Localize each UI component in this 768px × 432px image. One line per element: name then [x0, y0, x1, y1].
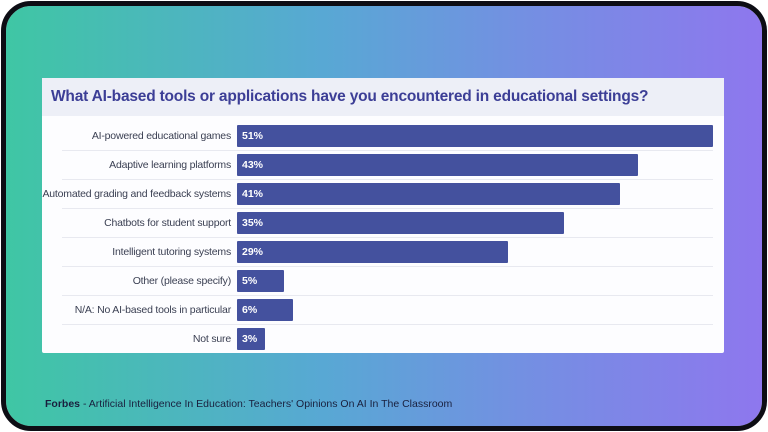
bar-track: 35% — [237, 211, 713, 234]
category-label: Other (please specify) — [132, 274, 232, 287]
bar: 29% — [237, 240, 508, 263]
chart-title: What AI-based tools or applications have… — [51, 88, 649, 105]
source-attribution: Forbes - Artificial Intelligence In Educ… — [45, 398, 452, 410]
category-label: Chatbots for student support — [104, 216, 231, 229]
category-label: Not sure — [192, 332, 231, 345]
value-label: 41% — [242, 187, 264, 200]
chart-row: N/A: No AI-based tools in particular 6% — [42, 295, 713, 324]
category-label: Intelligent tutoring systems — [112, 245, 231, 258]
bar: 6% — [237, 298, 293, 321]
chart-row: Intelligent tutoring systems 29% — [42, 237, 713, 266]
chart-row: Chatbots for student support 35% — [42, 208, 713, 237]
bar: 41% — [237, 182, 620, 205]
value-label: 35% — [242, 216, 264, 229]
chart-row: AI-powered educational games 51% — [42, 121, 713, 150]
bar-track: 3% — [237, 327, 713, 350]
bar: 43% — [237, 153, 639, 176]
bar-track: 6% — [237, 298, 713, 321]
bar-track: 5% — [237, 269, 713, 292]
chart-row: Other (please specify) 5% — [42, 266, 713, 295]
chart-row: Not sure 3% — [42, 324, 713, 353]
category-label: N/A: No AI-based tools in particular — [74, 303, 231, 316]
bar-track: 43% — [237, 153, 713, 176]
value-label: 43% — [242, 158, 264, 171]
value-label: 5% — [242, 274, 258, 287]
chart-title-bar: What AI-based tools or applications have… — [42, 78, 724, 116]
bar-track: 29% — [237, 240, 713, 263]
source-description: Artificial Intelligence In Education: Te… — [88, 398, 453, 410]
value-label: 51% — [242, 129, 264, 142]
bar: 3% — [237, 327, 265, 350]
bar: 5% — [237, 269, 284, 292]
value-label: 6% — [242, 303, 258, 316]
value-label: 3% — [242, 332, 258, 345]
chart-row: Adaptive learning platforms 43% — [42, 150, 713, 179]
value-label: 29% — [242, 245, 264, 258]
category-label: Adaptive learning platforms — [109, 158, 231, 171]
bar-chart: AI-powered educational games 51% Adaptive … — [42, 116, 724, 353]
category-label: Automated grading and feedback systems — [42, 187, 231, 200]
bar: 51% — [237, 124, 713, 147]
chart-card: What AI-based tools or applications have… — [42, 78, 724, 353]
bar-track: 41% — [237, 182, 713, 205]
source-dash: - — [82, 398, 87, 410]
category-label: AI-powered educational games — [91, 129, 231, 142]
bar-track: 51% — [237, 124, 713, 147]
chart-row: Automated grading and feedback systems 41… — [42, 179, 713, 208]
bar: 35% — [237, 211, 564, 234]
source-name: Forbes — [45, 398, 81, 410]
